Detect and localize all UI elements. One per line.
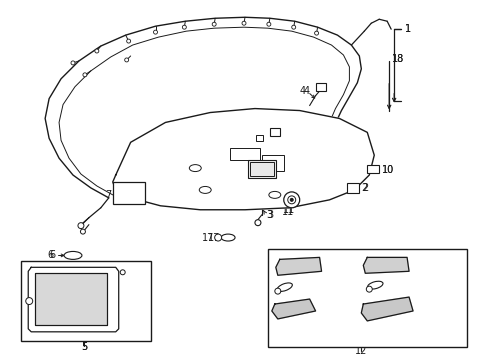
Text: 1: 1 xyxy=(404,24,410,34)
Ellipse shape xyxy=(367,281,382,289)
Text: 17: 17 xyxy=(208,233,220,243)
Bar xyxy=(262,155,283,171)
Bar xyxy=(113,182,144,204)
Ellipse shape xyxy=(64,251,82,260)
Text: 4: 4 xyxy=(299,86,305,96)
Polygon shape xyxy=(271,299,315,319)
Text: 8: 8 xyxy=(126,322,133,332)
Bar xyxy=(269,129,279,136)
Text: 9: 9 xyxy=(117,322,122,332)
Circle shape xyxy=(283,192,299,208)
Circle shape xyxy=(254,220,261,226)
Ellipse shape xyxy=(221,234,235,241)
Circle shape xyxy=(182,25,186,29)
Circle shape xyxy=(366,286,371,292)
Text: 12: 12 xyxy=(354,346,367,356)
Text: 16: 16 xyxy=(234,131,246,141)
Text: 9: 9 xyxy=(117,322,122,332)
Text: 15: 15 xyxy=(381,281,393,291)
Text: 2: 2 xyxy=(362,183,368,193)
Bar xyxy=(35,273,106,325)
Text: 13: 13 xyxy=(311,312,323,322)
Text: 17: 17 xyxy=(202,233,214,243)
Text: 11: 11 xyxy=(282,205,294,215)
Text: 6: 6 xyxy=(49,251,55,260)
Ellipse shape xyxy=(199,186,211,193)
Text: 15: 15 xyxy=(291,284,304,294)
Text: 7: 7 xyxy=(104,190,111,200)
Circle shape xyxy=(214,234,221,241)
Bar xyxy=(247,160,275,178)
Ellipse shape xyxy=(189,165,201,172)
Text: 18: 18 xyxy=(391,54,404,64)
Circle shape xyxy=(290,198,293,201)
Text: 11: 11 xyxy=(281,207,293,217)
Bar xyxy=(315,83,325,91)
Text: 5: 5 xyxy=(81,342,87,352)
Circle shape xyxy=(287,196,295,204)
Bar xyxy=(255,135,263,141)
Circle shape xyxy=(124,58,128,62)
Polygon shape xyxy=(361,297,412,321)
Ellipse shape xyxy=(277,283,292,291)
Text: 18: 18 xyxy=(391,54,404,64)
Text: 8: 8 xyxy=(128,320,135,330)
Circle shape xyxy=(83,73,87,77)
Circle shape xyxy=(95,49,99,53)
Circle shape xyxy=(80,229,85,234)
Text: 6: 6 xyxy=(47,251,53,260)
Circle shape xyxy=(242,21,245,25)
Circle shape xyxy=(78,223,84,229)
Bar xyxy=(346,183,359,193)
Bar xyxy=(21,261,150,341)
Text: 5: 5 xyxy=(81,342,87,352)
Circle shape xyxy=(212,22,216,26)
Circle shape xyxy=(266,22,270,26)
Circle shape xyxy=(26,298,33,305)
Polygon shape xyxy=(275,257,321,275)
Text: 3: 3 xyxy=(265,210,271,220)
Ellipse shape xyxy=(264,172,275,179)
Circle shape xyxy=(71,61,75,65)
Text: 1: 1 xyxy=(404,24,410,34)
Bar xyxy=(267,249,466,347)
Polygon shape xyxy=(28,267,119,332)
Bar xyxy=(366,165,379,173)
Circle shape xyxy=(120,270,125,275)
Text: 10: 10 xyxy=(382,165,394,175)
Text: 10: 10 xyxy=(382,165,394,175)
Text: 16: 16 xyxy=(238,133,250,143)
Ellipse shape xyxy=(268,192,280,198)
Text: 3: 3 xyxy=(266,210,272,220)
Circle shape xyxy=(274,288,280,294)
Circle shape xyxy=(291,25,295,29)
Bar xyxy=(35,273,106,325)
Circle shape xyxy=(153,30,157,34)
Text: 14: 14 xyxy=(411,255,424,264)
Text: 2: 2 xyxy=(361,183,367,193)
Bar xyxy=(230,148,260,160)
Text: 4: 4 xyxy=(303,86,309,96)
Circle shape xyxy=(126,39,130,43)
Polygon shape xyxy=(113,109,373,210)
Bar xyxy=(249,162,273,176)
Polygon shape xyxy=(363,257,408,273)
Circle shape xyxy=(314,31,318,35)
Text: 14: 14 xyxy=(323,255,335,264)
Text: 13: 13 xyxy=(414,310,427,320)
